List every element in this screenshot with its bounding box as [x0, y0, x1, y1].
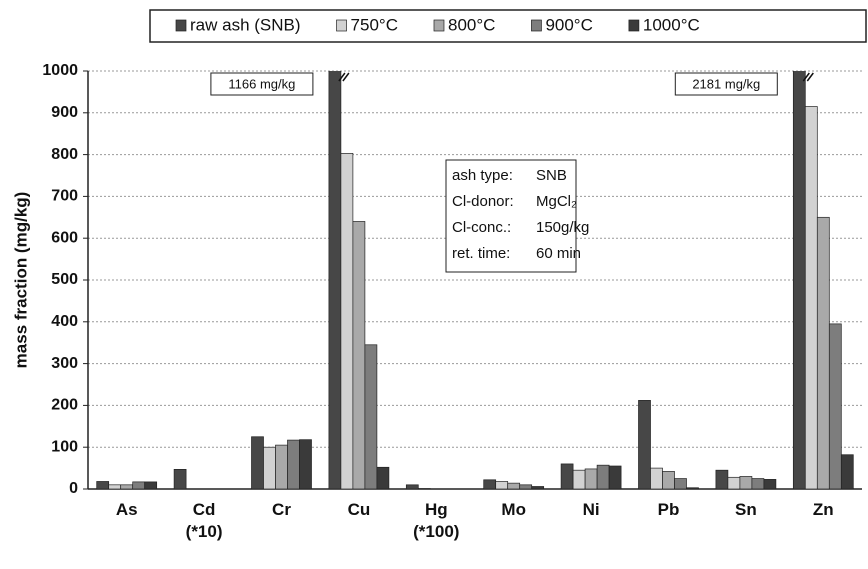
- annotation-value: MgCl₂: [536, 193, 577, 210]
- bar: [793, 0, 805, 489]
- legend-swatch: [434, 20, 444, 31]
- bar: [97, 481, 109, 489]
- bar: [264, 447, 276, 489]
- annotation-value: 60 min: [536, 245, 581, 262]
- x-tick-line: Ni: [583, 500, 600, 519]
- y-tick-label: 400: [51, 313, 78, 330]
- bar: [520, 485, 532, 489]
- bar: [406, 485, 418, 489]
- x-tick-line: Cr: [272, 500, 291, 519]
- bar: [288, 440, 300, 489]
- bar: [496, 481, 508, 489]
- bar: [532, 486, 544, 489]
- annotation-key: ash type:: [452, 167, 513, 184]
- bar: [841, 455, 853, 489]
- y-tick-label: 900: [51, 104, 78, 121]
- legend-label: 750°C: [351, 15, 398, 34]
- y-axis-label: mass fraction (mg/kg): [11, 192, 30, 369]
- x-tick-label: Cu: [348, 500, 371, 519]
- annotation-value: 150g/kg: [536, 219, 589, 236]
- annotation-key: ret. time:: [452, 245, 510, 262]
- legend-swatch: [531, 20, 541, 31]
- x-tick-line: Pb: [658, 500, 680, 519]
- x-tick-label: Pb: [658, 500, 680, 519]
- bar: [252, 437, 264, 489]
- bar: [597, 465, 609, 489]
- bar: [752, 479, 764, 489]
- bar: [716, 470, 728, 489]
- bar: [609, 466, 621, 489]
- x-tick-line: Zn: [813, 500, 834, 519]
- bar: [740, 476, 752, 489]
- bar: [353, 221, 365, 489]
- x-tick-line: Cd: [193, 500, 216, 519]
- bar: [728, 477, 740, 489]
- bar: [341, 153, 353, 489]
- bar: [639, 400, 651, 489]
- legend-label: raw ash (SNB): [190, 15, 301, 34]
- y-tick-label: 100: [51, 438, 78, 455]
- legend-label: 1000°C: [643, 15, 700, 34]
- bar: [585, 469, 597, 489]
- bar: [377, 467, 389, 489]
- bar: [300, 440, 312, 489]
- legend-swatch: [337, 20, 347, 31]
- x-tick-line: Sn: [735, 500, 757, 519]
- x-tick-line: As: [116, 500, 138, 519]
- bar: [764, 479, 776, 489]
- bar: [651, 468, 663, 489]
- bar: [121, 485, 133, 489]
- y-tick-label: 800: [51, 146, 78, 163]
- bar: [484, 480, 496, 489]
- legend-label: 900°C: [545, 15, 592, 34]
- bar: [365, 345, 377, 489]
- bar: [663, 471, 675, 489]
- bar: [508, 483, 520, 489]
- annotation-value: SNB: [536, 167, 567, 184]
- annotation-key: Cl-donor:: [452, 193, 514, 210]
- bar: [561, 464, 573, 489]
- x-tick-label: As: [116, 500, 138, 519]
- bar: [276, 445, 288, 489]
- x-tick-line: Cu: [348, 500, 371, 519]
- x-tick-line: (*10): [186, 522, 223, 541]
- x-tick-line: (*100): [413, 522, 459, 541]
- y-tick-label: 0: [69, 480, 78, 497]
- x-tick-label: Zn: [813, 500, 834, 519]
- legend-swatch: [629, 20, 639, 31]
- bar: [133, 482, 145, 489]
- bar: [675, 479, 687, 489]
- y-tick-label: 200: [51, 397, 78, 414]
- legend-swatch: [176, 20, 186, 31]
- x-tick-label: Hg (*100): [413, 500, 459, 541]
- legend-label: 800°C: [448, 15, 495, 34]
- annotation-key: Cl-conc.:: [452, 219, 511, 236]
- x-tick-label: Ni: [583, 500, 600, 519]
- x-tick-label: Sn: [735, 500, 757, 519]
- x-tick-label: Cr: [272, 500, 291, 519]
- x-tick-line: Hg: [425, 500, 448, 519]
- value-label: 1166 mg/kg: [228, 76, 295, 91]
- bar: [829, 324, 841, 489]
- bar: [687, 488, 699, 489]
- x-tick-line: Mo: [501, 500, 526, 519]
- y-tick-label: 600: [51, 229, 78, 246]
- y-tick-label: 1000: [42, 62, 78, 79]
- bar: [329, 2, 341, 489]
- y-tick-label: 700: [51, 188, 78, 205]
- bar: [109, 485, 121, 489]
- bar: [174, 469, 186, 489]
- bar: [573, 470, 585, 489]
- y-tick-label: 500: [51, 271, 78, 288]
- bar: [817, 217, 829, 489]
- x-tick-label: Cd (*10): [186, 500, 223, 541]
- y-tick-label: 300: [51, 355, 78, 372]
- bar: [805, 107, 817, 489]
- value-label: 2181 mg/kg: [692, 76, 760, 91]
- x-tick-label: Mo: [501, 500, 526, 519]
- bar: [145, 482, 157, 489]
